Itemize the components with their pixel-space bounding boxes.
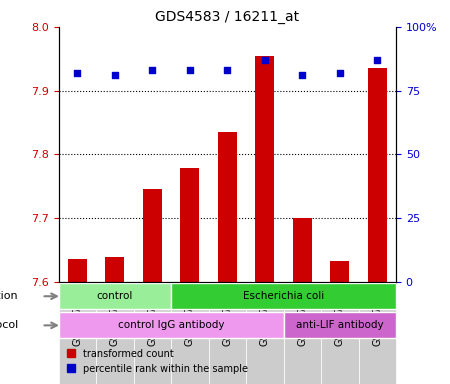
Point xyxy=(148,67,156,73)
Text: control IgG antibody: control IgG antibody xyxy=(118,320,224,330)
Bar xyxy=(368,68,387,282)
FancyBboxPatch shape xyxy=(171,288,208,384)
FancyBboxPatch shape xyxy=(134,288,171,384)
Point xyxy=(336,70,343,76)
Point xyxy=(374,57,381,63)
Point xyxy=(186,67,194,73)
FancyBboxPatch shape xyxy=(171,283,396,310)
Text: control: control xyxy=(97,291,133,301)
Text: protocol: protocol xyxy=(0,320,18,330)
FancyBboxPatch shape xyxy=(246,288,284,384)
FancyBboxPatch shape xyxy=(58,288,96,384)
Point xyxy=(261,57,268,63)
Point xyxy=(224,67,231,73)
Bar xyxy=(105,258,124,282)
Bar xyxy=(293,218,311,282)
Bar xyxy=(330,261,349,282)
FancyBboxPatch shape xyxy=(321,288,359,384)
Point xyxy=(299,72,306,78)
Title: GDS4583 / 16211_at: GDS4583 / 16211_at xyxy=(155,10,299,25)
Legend: transformed count, percentile rank within the sample: transformed count, percentile rank withi… xyxy=(63,345,252,377)
FancyBboxPatch shape xyxy=(208,288,246,384)
Bar xyxy=(180,168,199,282)
Text: infection: infection xyxy=(0,291,18,301)
Bar xyxy=(256,56,274,282)
FancyBboxPatch shape xyxy=(96,288,134,384)
Point xyxy=(74,70,81,76)
Text: Escherichia coli: Escherichia coli xyxy=(243,291,324,301)
Bar xyxy=(68,259,86,282)
FancyBboxPatch shape xyxy=(284,288,321,384)
FancyBboxPatch shape xyxy=(58,312,284,338)
FancyBboxPatch shape xyxy=(284,312,396,338)
FancyBboxPatch shape xyxy=(359,288,396,384)
Text: anti-LIF antibody: anti-LIF antibody xyxy=(296,320,383,330)
Point xyxy=(111,72,118,78)
FancyBboxPatch shape xyxy=(58,283,171,310)
Bar xyxy=(218,132,237,282)
Bar xyxy=(143,189,162,282)
